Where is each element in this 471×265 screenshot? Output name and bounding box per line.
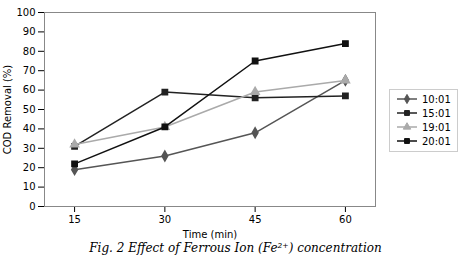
svg-text:0: 0 bbox=[29, 201, 35, 212]
svg-text:45: 45 bbox=[249, 214, 262, 225]
svg-text:100: 100 bbox=[16, 7, 35, 18]
html-text:Fig. 2 Effect of Ferrous Ion (: Fig. 2 Effect of Ferrous Ion (Fe²⁺) conc… bbox=[89, 241, 382, 255]
svg-text:90: 90 bbox=[23, 26, 36, 37]
svg-text:60: 60 bbox=[339, 214, 352, 225]
html-text:10:01: 10:01 bbox=[422, 93, 451, 105]
html-text:20:01: 20:01 bbox=[422, 135, 451, 147]
html-text:19:01: 19:01 bbox=[422, 121, 451, 133]
svg-text:Time (min): Time (min) bbox=[182, 229, 237, 240]
svg-text:20: 20 bbox=[23, 162, 36, 173]
svg-text:80: 80 bbox=[23, 46, 36, 57]
svg-text:15: 15 bbox=[68, 214, 81, 225]
svg-text:40: 40 bbox=[23, 123, 36, 134]
svg-text:10: 10 bbox=[23, 181, 36, 192]
svg-text:30: 30 bbox=[23, 143, 36, 154]
html-text:15:01: 15:01 bbox=[422, 107, 451, 119]
svg-text:COD Removal (%): COD Removal (%) bbox=[2, 65, 13, 155]
svg-text:50: 50 bbox=[23, 104, 36, 115]
svg-text:70: 70 bbox=[23, 65, 36, 76]
svg-text:30: 30 bbox=[158, 214, 171, 225]
svg-text:60: 60 bbox=[23, 84, 36, 95]
